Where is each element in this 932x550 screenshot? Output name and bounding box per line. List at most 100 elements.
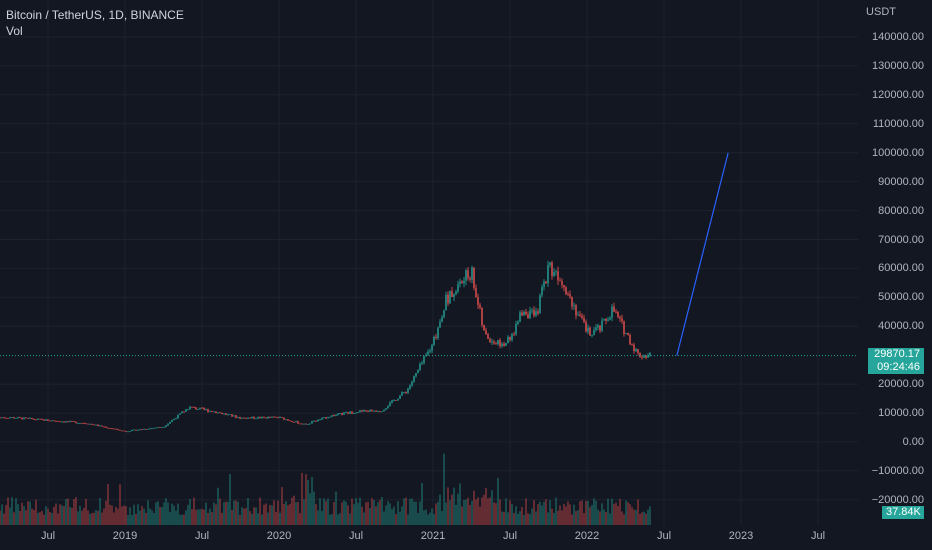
candle — [147, 428, 149, 430]
volume-bar — [99, 497, 101, 525]
volume-bar — [401, 506, 403, 525]
candle — [461, 279, 463, 284]
volume-bar — [591, 504, 593, 525]
candle — [643, 354, 645, 358]
candle — [353, 412, 355, 414]
volume-bar — [83, 507, 85, 525]
volume-bar — [187, 504, 189, 525]
volume-bar — [71, 507, 73, 525]
candle — [85, 423, 87, 425]
candle — [509, 336, 511, 342]
candle — [339, 413, 341, 415]
candle-body — [331, 415, 333, 417]
candle-body — [333, 415, 335, 417]
volume-bar — [321, 510, 323, 525]
candle — [163, 426, 165, 428]
candle — [385, 407, 387, 411]
volume-bar — [313, 491, 315, 525]
candle-body — [555, 271, 557, 273]
candle — [119, 429, 121, 431]
volume-bar — [491, 490, 493, 525]
candle — [55, 420, 57, 422]
candle-body — [199, 407, 201, 410]
candle — [369, 409, 371, 412]
candle-body — [65, 421, 67, 423]
volume-bar — [505, 498, 507, 525]
volume-bar — [157, 501, 159, 525]
candle — [39, 418, 41, 420]
candle — [559, 277, 561, 282]
candle — [99, 425, 101, 427]
candle — [137, 429, 139, 431]
volume-bar — [35, 499, 37, 525]
candle — [635, 348, 637, 353]
candle — [531, 307, 533, 314]
symbol-title[interactable]: Bitcoin / TetherUS, 1D, BINANCE — [6, 8, 184, 22]
candle — [195, 407, 197, 410]
candle — [87, 423, 89, 425]
candle — [535, 307, 537, 318]
candle — [463, 276, 465, 288]
candle — [131, 429, 133, 432]
candle-body — [485, 330, 487, 335]
candle-body — [49, 420, 51, 422]
price-tick-label: 50000.00 — [878, 291, 924, 304]
candle — [325, 417, 327, 419]
candle-body — [269, 416, 271, 418]
volume-bar — [349, 513, 351, 525]
candle — [551, 260, 553, 280]
candle-body — [227, 414, 229, 416]
volume-bar — [413, 501, 415, 525]
volume-bar — [517, 513, 519, 525]
price-tick-label: 120000.00 — [872, 88, 924, 101]
candle — [173, 418, 175, 421]
candle — [305, 423, 307, 425]
volume-bar — [89, 513, 91, 525]
candle — [227, 414, 229, 416]
candle-body — [19, 417, 21, 419]
candle-body — [619, 316, 621, 319]
candle — [343, 412, 345, 416]
volume-indicator-label[interactable]: Vol — [6, 24, 23, 38]
time-tick-label: 2020 — [266, 530, 292, 542]
candle — [217, 412, 219, 414]
candle — [499, 337, 501, 349]
volume-bar — [37, 512, 39, 525]
candle — [611, 303, 613, 321]
volume-bar — [543, 501, 545, 525]
candle-body — [23, 417, 25, 420]
candle-body — [189, 406, 191, 410]
candle — [47, 419, 49, 421]
candle-body — [287, 419, 289, 421]
candle — [533, 306, 535, 318]
volume-bar — [287, 505, 289, 525]
candle-body — [519, 312, 521, 322]
volume-bar — [483, 494, 485, 525]
volume-bar — [247, 497, 249, 525]
candle-body — [177, 414, 179, 419]
candle-body — [573, 305, 575, 307]
volume-bar — [373, 500, 375, 525]
candle-body — [235, 415, 237, 418]
candle — [23, 417, 25, 420]
candle — [283, 417, 285, 420]
candle — [347, 412, 349, 415]
candle — [409, 384, 411, 390]
candle — [473, 267, 475, 291]
candle — [95, 424, 97, 426]
candle — [617, 311, 619, 319]
candle — [13, 416, 15, 419]
volume-bar — [629, 504, 631, 525]
candle — [0, 416, 1, 419]
volume-bar — [297, 501, 299, 525]
candle — [235, 414, 237, 419]
volume-bar — [143, 508, 145, 525]
candle-body — [45, 419, 47, 421]
candle-body — [315, 420, 317, 422]
candle — [285, 419, 287, 421]
volume-bar — [97, 510, 99, 525]
candle-body — [559, 280, 561, 282]
volume-bar — [495, 503, 497, 525]
volume-bar — [221, 512, 223, 525]
